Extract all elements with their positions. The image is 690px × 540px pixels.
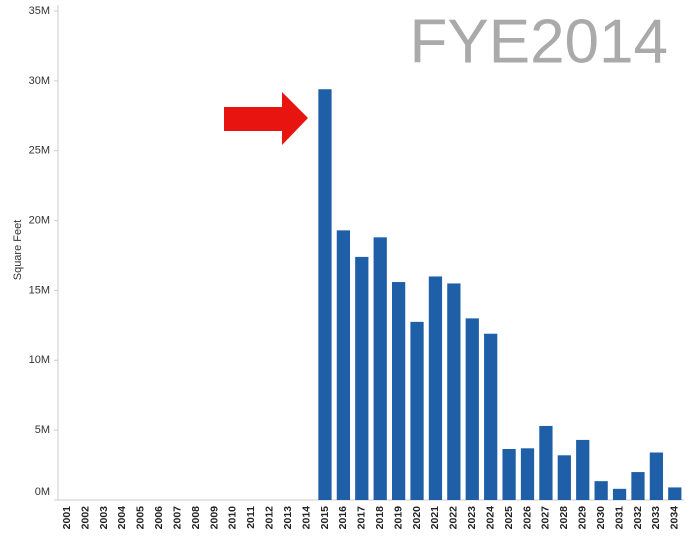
x-tick-label: 2004 <box>116 506 128 530</box>
x-tick-label: 2001 <box>61 506 73 530</box>
x-tick-label: 2024 <box>484 506 496 530</box>
bar <box>502 449 516 500</box>
bar <box>484 333 498 500</box>
bar <box>668 487 682 500</box>
x-tick-label: 2009 <box>208 506 220 530</box>
x-tick-label: 2023 <box>466 506 478 530</box>
x-tick-label: 2028 <box>558 506 570 530</box>
x-tick-label: 2027 <box>540 506 552 530</box>
annotation-arrow <box>224 92 308 145</box>
y-tick-label: 30M <box>29 75 50 87</box>
x-tick-label: 2008 <box>190 506 202 530</box>
bar <box>428 276 443 500</box>
x-tick-label: 2011 <box>245 506 257 529</box>
bar <box>373 237 387 500</box>
x-tick-label: 2021 <box>429 506 441 530</box>
x-tick-label: 2005 <box>135 506 147 530</box>
x-tick-label: 2014 <box>300 506 312 530</box>
x-tick-label: 2006 <box>153 506 165 530</box>
bar <box>391 282 406 500</box>
x-tick-label: 2016 <box>337 506 349 530</box>
bar <box>520 448 535 500</box>
x-tick-label: 2030 <box>595 506 607 530</box>
chart-title: FYE2014 <box>409 7 668 76</box>
x-tick-label: 2010 <box>227 506 239 530</box>
y-tick-label: 10M <box>29 354 50 366</box>
x-tick-label: 2031 <box>613 506 625 530</box>
bar <box>649 452 664 500</box>
bar <box>410 321 424 500</box>
x-tick-label: 2029 <box>577 506 589 530</box>
bar <box>576 439 590 500</box>
bar <box>612 488 627 500</box>
y-axis-label: Square Feet <box>12 220 24 281</box>
bar <box>594 481 608 500</box>
bar <box>539 425 553 500</box>
y-tick-label: 35M <box>29 5 50 17</box>
x-tick-label: 2017 <box>356 506 368 530</box>
x-tick-label: 2026 <box>521 506 533 530</box>
bar <box>355 256 369 500</box>
bar <box>447 283 461 500</box>
bar <box>336 230 351 500</box>
y-tick-label: 20M <box>29 214 50 226</box>
x-tick-label: 2002 <box>79 506 91 530</box>
x-tick-label: 2018 <box>374 506 386 530</box>
x-tick-label: 2012 <box>264 506 276 530</box>
y-tick-label: 0M <box>35 486 50 498</box>
x-tick-label: 2034 <box>669 506 681 530</box>
x-tick-label: 2007 <box>171 506 183 530</box>
y-tick-label: 5M <box>35 424 50 436</box>
x-tick-label: 2003 <box>98 506 110 530</box>
bar <box>318 89 332 501</box>
y-tick-label: 25M <box>29 145 50 157</box>
x-tick-label: 2020 <box>411 506 423 530</box>
x-tick-label: 2033 <box>650 506 662 530</box>
x-tick-label: 2025 <box>503 506 515 530</box>
x-tick-label: 2032 <box>632 506 644 530</box>
x-tick-label: 2022 <box>448 506 460 530</box>
bar <box>557 455 571 500</box>
x-tick-label: 2015 <box>319 506 331 530</box>
bar <box>465 318 479 500</box>
x-tick-label: 2019 <box>392 506 404 530</box>
x-tick-label: 2013 <box>282 506 294 530</box>
bar <box>631 472 645 500</box>
y-tick-label: 15M <box>29 284 50 296</box>
